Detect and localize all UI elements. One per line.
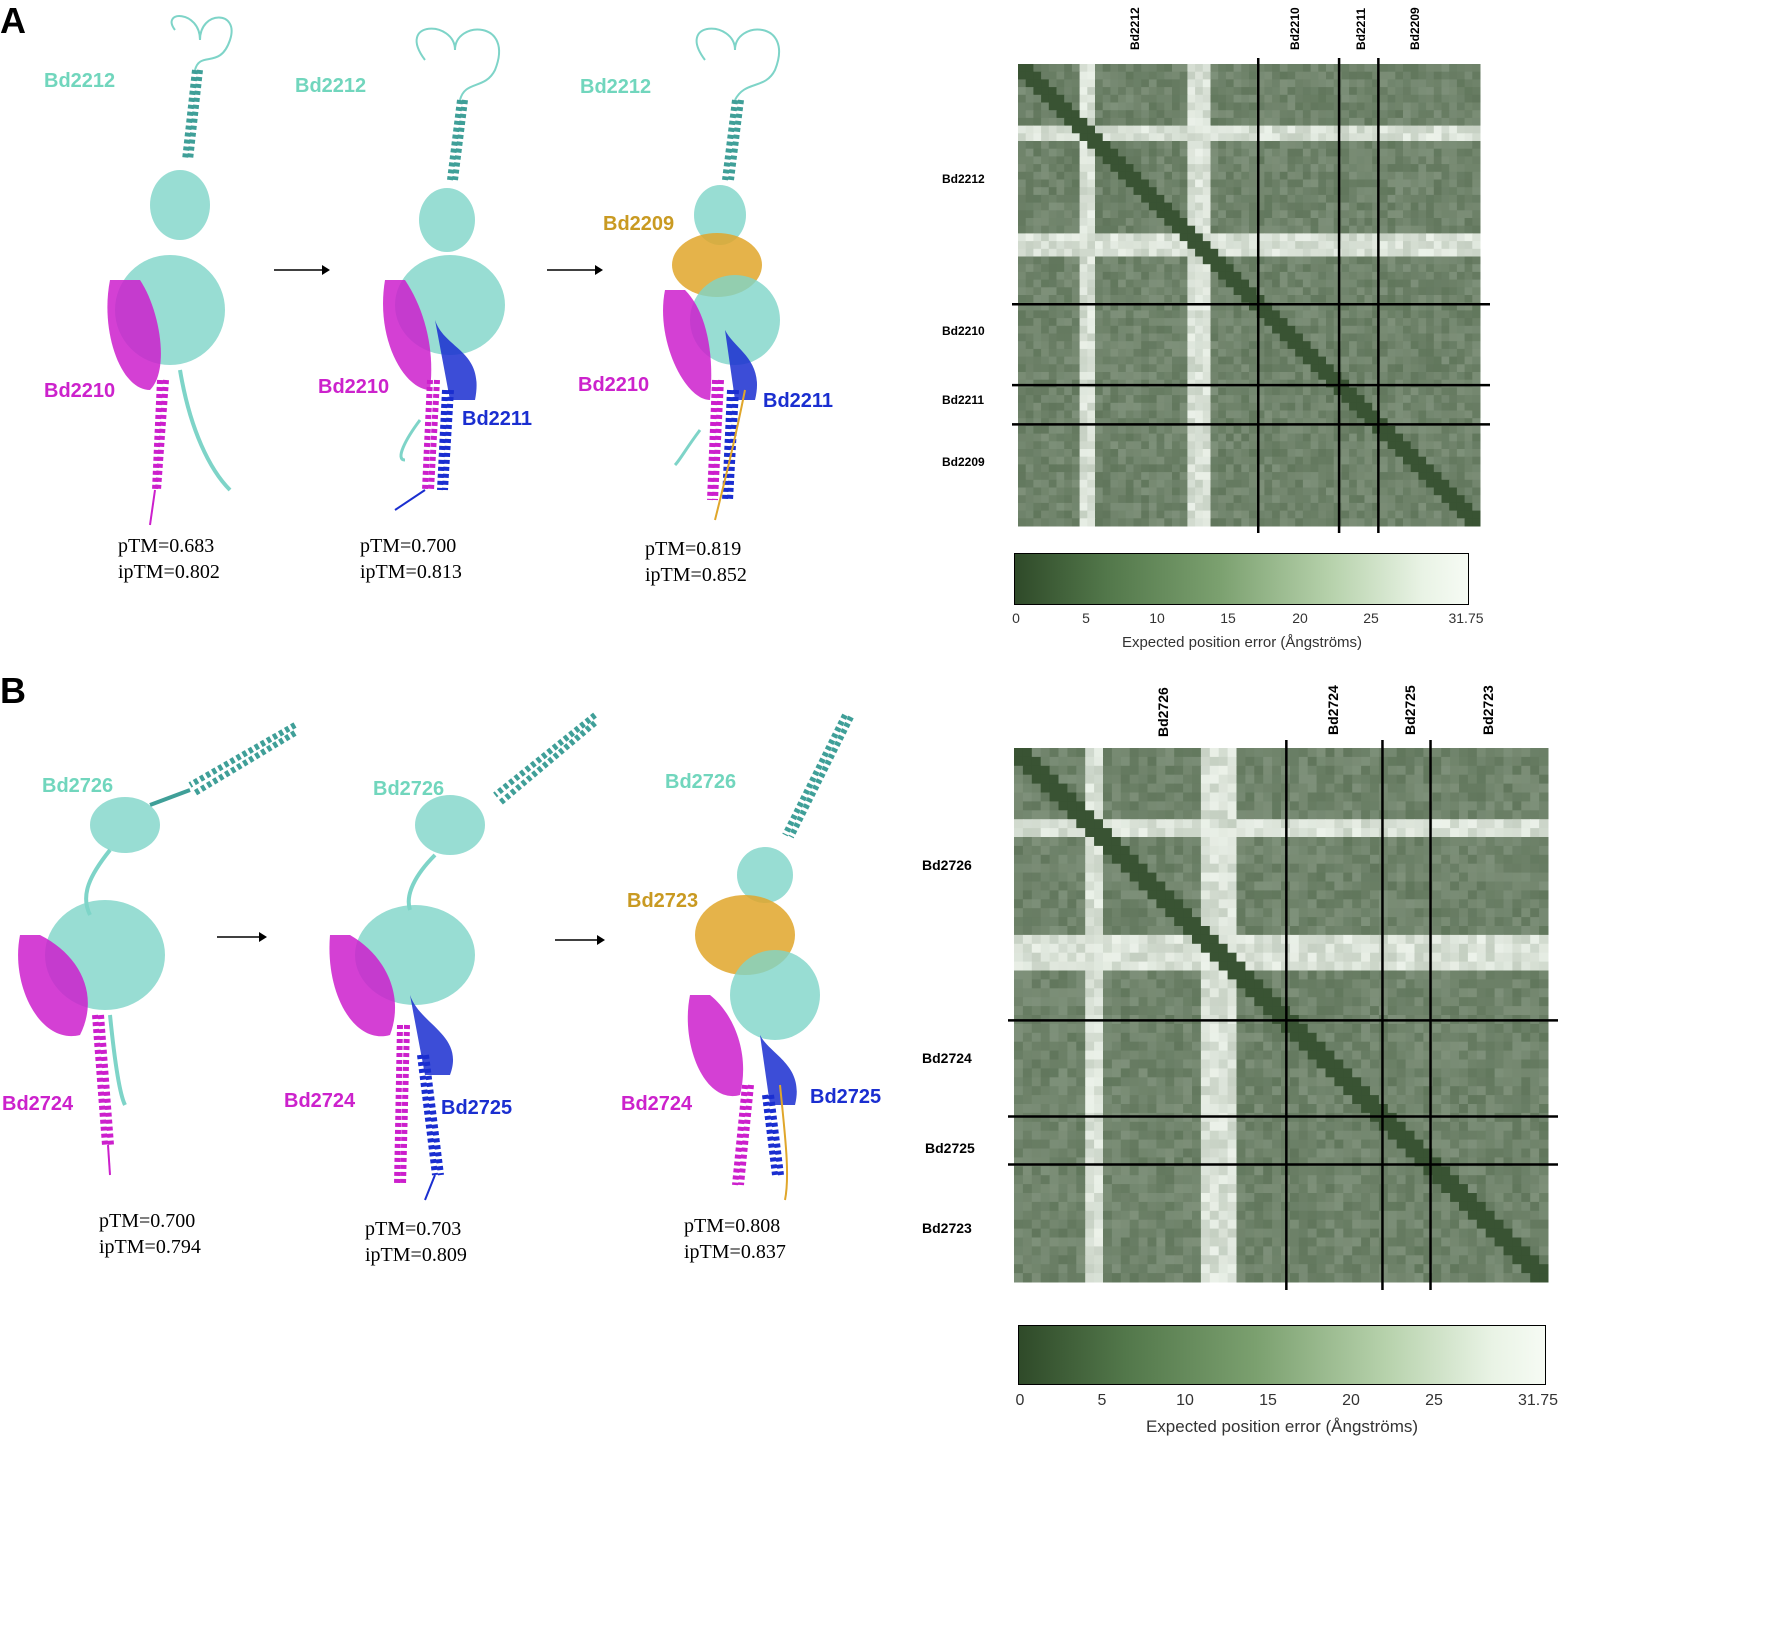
colorbar-title-b: Expected position error (Ångströms) (1145, 1417, 1419, 1436)
colorbar-tick-b: 25 (1425, 1392, 1443, 1409)
pae-row-label-b-0: Bd2726 (922, 857, 972, 873)
pae-row-label-b-2: Bd2725 (925, 1140, 975, 1156)
chain-label-b1-0: Bd2726 (42, 775, 114, 797)
chain-label-b1-1: Bd2724 (2, 1093, 74, 1115)
pae-row-label-b-1: Bd2724 (922, 1050, 972, 1066)
pae-col-label-b-2: Bd2725 (1402, 685, 1418, 735)
chain-label-b2-2: Bd2725 (441, 1097, 513, 1119)
arrow-icon (217, 932, 267, 942)
colorbar-title-a: Expected position error (Ångströms) (1121, 634, 1363, 651)
colorbar-tick-a: 5 (1082, 610, 1090, 626)
chain-label-a3-0: Bd2212 (580, 76, 652, 98)
score-iptm-a2: ipTM=0.813 (360, 561, 462, 583)
colorbar-b (1018, 1325, 1546, 1385)
score-iptm-a1: ipTM=0.802 (118, 561, 220, 583)
colorbar-tick-b: 15 (1259, 1392, 1277, 1409)
chain-label-b2-1: Bd2724 (284, 1090, 356, 1112)
chain-label-a3-1: Bd2209 (603, 213, 675, 235)
structure-model-a3 (663, 27, 780, 521)
arrow-icon (274, 265, 330, 275)
colorbar-tick-a: 31.75 (1448, 610, 1484, 626)
pae-heatmap-b (1008, 740, 1558, 1290)
pae-col-label-b-0: Bd2726 (1155, 687, 1171, 737)
chain-label-a1-0: Bd2212 (44, 70, 116, 92)
pae-col-label-a-3: Bd2209 (1408, 7, 1422, 50)
chain-label-a3-3: Bd2211 (763, 390, 834, 412)
colorbar-tick-a: 20 (1292, 610, 1308, 626)
pae-cells (1018, 64, 1481, 527)
chain-label-b3-0: Bd2726 (665, 771, 737, 793)
pae-col-label-a-2: Bd2211 (1354, 7, 1368, 50)
pae-col-label-a-1: Bd2210 (1288, 7, 1302, 50)
score-iptm-b3: ipTM=0.837 (684, 1241, 786, 1263)
score-ptm-a3: pTM=0.819 (645, 538, 742, 560)
score-iptm-b2: ipTM=0.809 (365, 1244, 467, 1266)
score-ptm-b1: pTM=0.700 (99, 1210, 196, 1232)
colorbar-tick-a: 25 (1363, 610, 1379, 626)
score-ptm-a2: pTM=0.700 (360, 535, 457, 557)
structure-model-b3 (687, 713, 854, 1201)
chain-label-a2-1: Bd2210 (318, 376, 390, 398)
colorbar-tick-b: 5 (1097, 1392, 1107, 1409)
chain-label-a3-2: Bd2210 (578, 374, 650, 396)
arrow-icon (555, 935, 605, 945)
pae-heatmap-a (1012, 58, 1490, 533)
pae-col-label-a-0: Bd2212 (1128, 7, 1142, 50)
score-ptm-b2: pTM=0.703 (365, 1218, 462, 1240)
pae-col-label-b-1: Bd2724 (1325, 685, 1341, 735)
colorbar-tick-a: 10 (1149, 610, 1165, 626)
colorbar-tick-a: 0 (1012, 610, 1020, 626)
panel-letter-a: A (0, 0, 26, 41)
pae-col-label-b-3: Bd2723 (1480, 685, 1496, 735)
chain-label-b3-1: Bd2723 (627, 890, 699, 912)
colorbar-tick-b: 31.75 (1517, 1392, 1559, 1409)
score-iptm-a3: ipTM=0.852 (645, 564, 747, 586)
score-iptm-b1: ipTM=0.794 (99, 1236, 201, 1258)
pae-cells (1014, 748, 1549, 1283)
chain-label-b3-2: Bd2724 (621, 1093, 693, 1115)
colorbar-tick-b: 10 (1176, 1392, 1194, 1409)
colorbar-tick-b: 20 (1342, 1392, 1360, 1409)
pae-row-label-a-3: Bd2209 (942, 455, 985, 469)
chain-label-a2-0: Bd2212 (295, 75, 367, 97)
chain-label-a2-2: Bd2211 (462, 408, 533, 430)
structure-model-a2 (383, 27, 505, 511)
colorbar-tick-a: 15 (1220, 610, 1236, 626)
panel-letter-b: B (0, 670, 26, 711)
score-ptm-b3: pTM=0.808 (684, 1215, 781, 1237)
structure-model-a1 (107, 15, 233, 526)
pae-row-label-b-3: Bd2723 (922, 1220, 972, 1236)
colorbar-a (1014, 553, 1469, 605)
colorbar-tick-b: 0 (1015, 1392, 1025, 1409)
chain-label-a1-1: Bd2210 (44, 380, 116, 402)
arrow-icon (547, 265, 603, 275)
chain-label-b3-3: Bd2725 (810, 1086, 882, 1108)
score-ptm-a1: pTM=0.683 (118, 535, 215, 557)
chain-label-b2-0: Bd2726 (373, 778, 445, 800)
pae-row-label-a-0: Bd2212 (942, 172, 985, 186)
pae-row-label-a-1: Bd2210 (942, 324, 985, 338)
structure-model-b1 (18, 722, 297, 1176)
structure-model-b2 (329, 712, 597, 1201)
pae-row-label-a-2: Bd2211 (942, 393, 985, 407)
